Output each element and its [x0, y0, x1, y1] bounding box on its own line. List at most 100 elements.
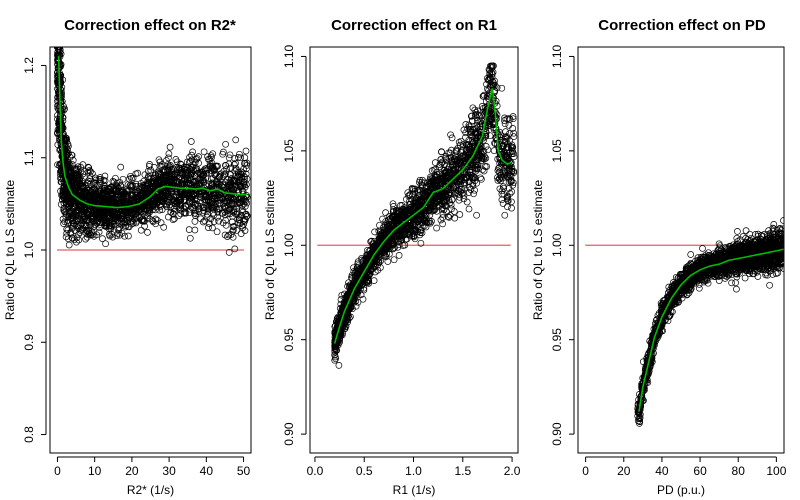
y-tick-label: 1.0	[22, 241, 36, 258]
data-point	[414, 187, 422, 194]
data-point	[84, 211, 91, 219]
data-point	[197, 187, 205, 194]
data-point	[502, 133, 509, 141]
data-point	[80, 221, 87, 229]
data-point	[177, 166, 185, 174]
data-point	[167, 204, 175, 211]
data-point	[210, 211, 218, 219]
data-point	[361, 268, 369, 276]
scatter-points	[54, 47, 251, 256]
data-point	[90, 193, 97, 201]
data-point	[145, 162, 153, 170]
data-point	[770, 221, 778, 228]
data-point	[155, 156, 163, 164]
data-point	[437, 159, 445, 167]
data-point	[331, 356, 339, 364]
data-point	[68, 151, 75, 159]
data-point	[96, 200, 103, 208]
x-axis-label: R2* (1/s)	[127, 483, 174, 497]
data-point	[54, 64, 62, 72]
data-point	[188, 151, 195, 159]
data-point	[382, 246, 389, 253]
data-point	[144, 229, 151, 236]
data-point	[416, 219, 423, 227]
data-point	[181, 209, 189, 217]
data-point	[504, 174, 512, 182]
data-point	[75, 225, 83, 233]
data-point	[189, 198, 196, 206]
data-point	[499, 200, 507, 207]
data-point	[116, 214, 124, 222]
data-point	[76, 202, 84, 210]
data-point	[432, 199, 440, 207]
data-point	[428, 218, 435, 225]
x-tick-label: 2.0	[504, 464, 521, 478]
data-point	[114, 225, 122, 232]
data-point	[182, 171, 189, 179]
data-point	[510, 153, 518, 161]
data-point	[354, 269, 362, 277]
data-point	[232, 165, 240, 172]
data-point	[231, 155, 239, 162]
x-tick-label: 50	[237, 464, 251, 478]
data-point	[123, 193, 131, 201]
data-point	[113, 232, 121, 240]
data-point	[490, 147, 498, 154]
data-point	[497, 173, 505, 181]
data-point	[85, 229, 93, 237]
data-point	[427, 193, 435, 201]
data-point	[222, 221, 230, 229]
y-tick-label: 0.9	[22, 334, 36, 351]
data-point	[507, 159, 515, 166]
data-point	[466, 157, 474, 164]
data-point	[489, 68, 497, 76]
data-point	[233, 205, 240, 213]
data-point	[220, 184, 228, 191]
data-point	[77, 217, 85, 224]
data-point	[210, 204, 218, 212]
data-point	[211, 171, 219, 178]
data-point	[469, 104, 477, 112]
smooth-curve	[333, 88, 513, 344]
data-point	[75, 236, 83, 244]
data-point	[85, 164, 93, 171]
data-point	[99, 235, 106, 242]
data-point	[439, 210, 447, 218]
chart-panel-2: Correction effect on R10.0 0.5 1.0 1.5 2.0R1…	[263, 17, 521, 497]
data-point	[168, 185, 175, 192]
data-point	[120, 210, 128, 218]
data-point	[209, 224, 216, 232]
data-point	[93, 194, 101, 202]
data-point	[377, 241, 385, 248]
data-point	[417, 239, 425, 247]
data-point	[57, 146, 64, 153]
data-point	[477, 152, 484, 160]
data-point	[465, 121, 473, 129]
data-point	[460, 192, 468, 199]
scatter-points	[634, 217, 784, 427]
data-point	[153, 216, 161, 224]
data-point	[481, 153, 488, 160]
data-point	[186, 194, 194, 202]
data-point	[404, 211, 412, 219]
data-point	[498, 187, 506, 195]
data-point	[358, 273, 365, 280]
data-point	[230, 185, 237, 193]
data-point	[114, 200, 122, 208]
data-point	[369, 242, 377, 250]
data-point	[441, 161, 448, 169]
data-point	[117, 163, 125, 171]
data-point	[192, 187, 200, 194]
data-point	[61, 159, 69, 167]
data-point	[124, 209, 132, 216]
data-point	[239, 224, 247, 231]
data-point	[73, 195, 81, 203]
data-point	[144, 174, 152, 182]
data-point	[118, 220, 126, 228]
data-point	[480, 91, 488, 99]
data-point	[231, 245, 239, 253]
data-point	[213, 177, 221, 185]
data-point	[421, 192, 429, 199]
data-point	[203, 169, 211, 177]
data-point	[428, 167, 436, 174]
